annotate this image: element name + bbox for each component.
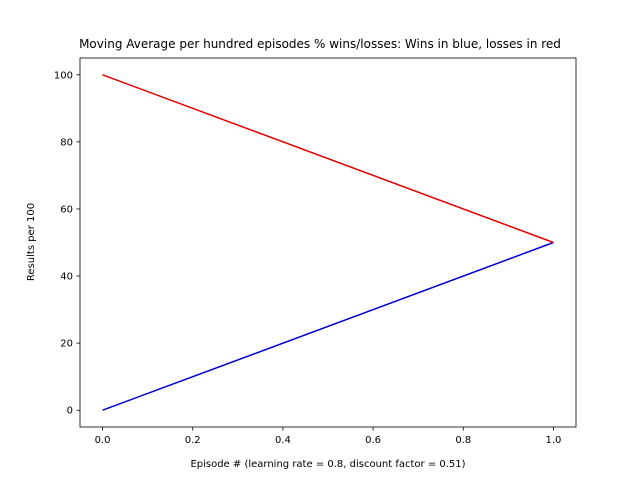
losses-series-line: [102, 74, 554, 244]
y-tick-label: 60: [60, 204, 73, 215]
y-tick-label: 0: [67, 406, 73, 417]
x-tick-label: 0.0: [95, 435, 111, 446]
x-tick-label: 0.2: [185, 435, 201, 446]
series-layer: [102, 74, 554, 411]
x-tick-label: 0.8: [455, 435, 471, 446]
x-tick-label: 1.0: [546, 435, 562, 446]
x-axis-label: Episode # (learning rate = 0.8, discount…: [190, 459, 465, 470]
x-tick-label: 0.6: [365, 435, 381, 446]
y-axis: 0 20 40 60 80 100: [54, 70, 80, 417]
y-tick-label: 20: [60, 339, 73, 350]
x-tick-label: 0.4: [275, 435, 291, 446]
y-tick-label: 80: [60, 137, 73, 148]
plot-frame: [79, 57, 577, 428]
y-tick-label: 40: [60, 272, 73, 283]
chart-title: Moving Average per hundred episodes % wi…: [79, 37, 561, 51]
wins-series-line: [102, 241, 554, 411]
y-tick-label: 100: [54, 70, 73, 81]
x-axis: 0.0 0.2 0.4 0.6 0.8 1.0: [95, 427, 562, 446]
y-axis-label: Results per 100: [26, 203, 37, 281]
